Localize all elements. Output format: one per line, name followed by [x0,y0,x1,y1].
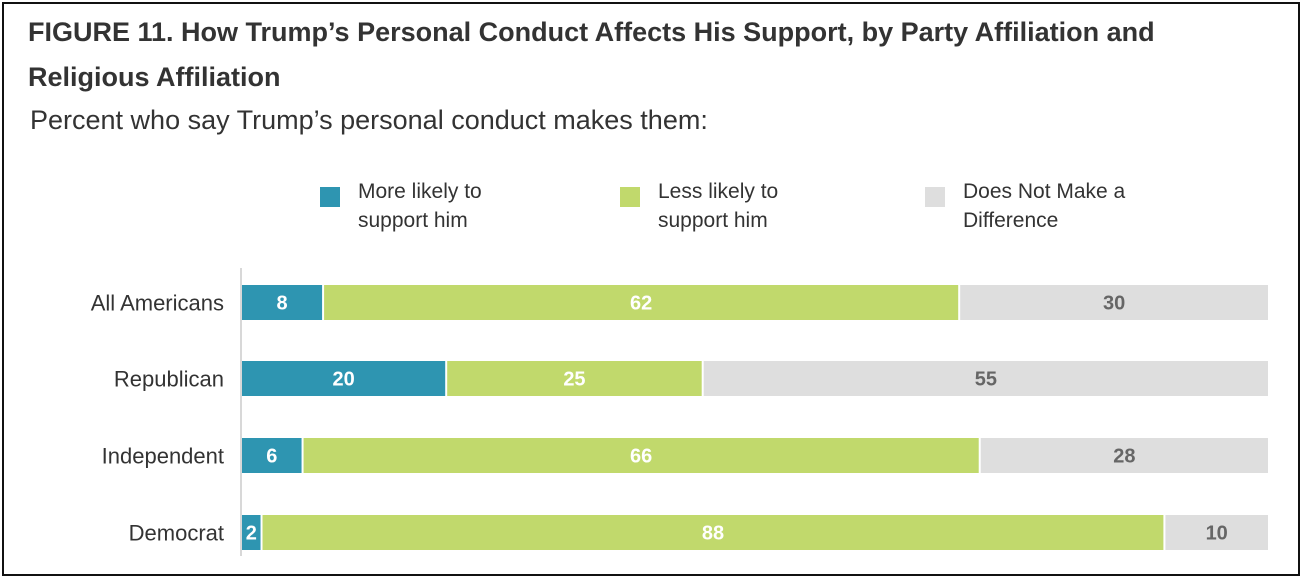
data-label: 66 [630,446,652,468]
legend-line: Less likely to [658,180,779,203]
data-label: 25 [563,369,585,391]
data-label: 88 [702,523,724,545]
bar-segment [447,361,702,396]
legend-label-more-likely: More likely to support him [358,177,598,235]
bar-segment [1165,515,1268,550]
category-label: Independent [102,444,224,469]
bar-segment [960,285,1268,320]
legend-line: Does Not Make a [963,180,1126,203]
data-label: 62 [630,293,652,315]
bar-segment [303,438,979,473]
data-label: 2 [246,523,257,545]
legend-swatch-less-likely [620,187,640,207]
data-label: 6 [266,446,277,468]
legend-line: support him [658,209,768,232]
bar-segment [242,438,302,473]
chart-subtitle: Percent who say Trump’s personal conduct… [30,105,708,135]
data-label: 10 [1206,523,1228,545]
bar-segment [703,361,1268,396]
legend-line: Difference [963,209,1059,232]
data-label: 8 [276,293,287,315]
bar-segment [242,285,323,320]
legend-swatch-no-difference [925,187,945,207]
bar-segment [242,515,261,550]
data-label: 55 [975,369,997,391]
legend-label-less-likely: Less likely to support him [658,177,898,235]
category-label: All Americans [91,291,224,316]
legend-label-no-difference: Does Not Make a Difference [963,177,1203,235]
bar-segment [262,515,1164,550]
legend-line: More likely to [358,180,482,203]
chart-title: FIGURE 11. How Trump’s Personal Conduct … [28,17,1155,92]
data-label: 30 [1103,293,1125,315]
bar-segment [980,438,1268,473]
bar-segment [242,361,446,396]
data-label: 20 [332,369,354,391]
bar-segment [324,285,959,320]
category-label: Democrat [129,521,224,546]
legend-swatch-more-likely [320,187,340,207]
data-label: 28 [1113,446,1135,468]
category-label: Republican [114,367,224,392]
legend-line: support him [358,209,468,232]
